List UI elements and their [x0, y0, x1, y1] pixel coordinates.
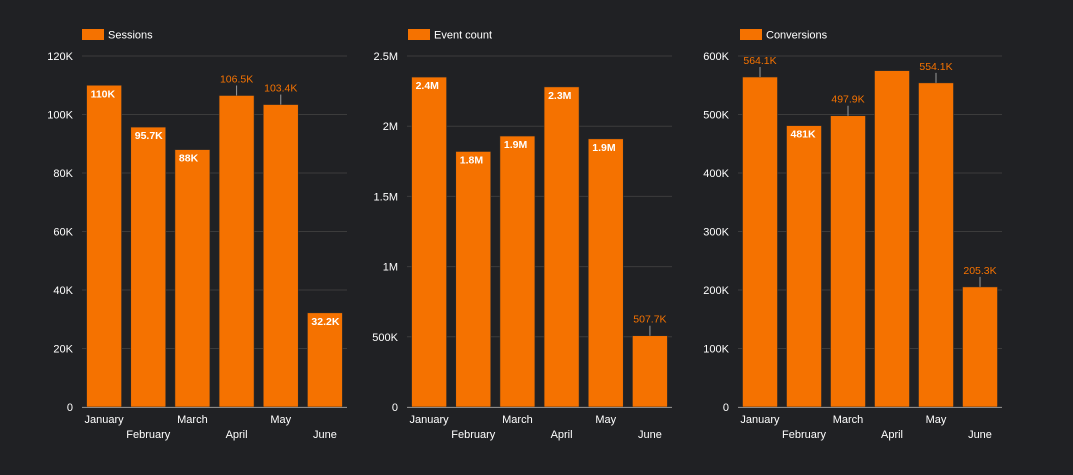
- legend-swatch: [408, 29, 430, 40]
- data-label: 32.2K: [311, 316, 339, 328]
- bar-may: [587, 138, 624, 408]
- data-label: 95.7K: [135, 130, 163, 142]
- y-tick-label: 0: [67, 402, 73, 414]
- y-tick-label: 0: [723, 402, 729, 414]
- y-tick-label: 200K: [703, 285, 729, 297]
- y-tick-label: 20K: [53, 344, 73, 356]
- bar-april: [874, 70, 910, 408]
- bar-april: [218, 95, 255, 408]
- x-tick-label: January: [410, 414, 450, 426]
- bar-march: [830, 115, 866, 408]
- y-tick-label: 500K: [703, 110, 729, 122]
- y-tick-label: 100K: [703, 344, 729, 356]
- x-tick-label: May: [595, 414, 616, 426]
- bar-january: [411, 76, 447, 408]
- chart-panel-1: Event count 0 500K 1M 1.5M 2M 2.5M 2.4M 1.8M 1.9M…: [372, 29, 672, 441]
- x-tick-label: April: [551, 429, 573, 441]
- x-tick-label: January: [85, 414, 125, 426]
- bar-february: [130, 126, 167, 408]
- bar-february: [786, 125, 822, 408]
- y-tick-label: 120K: [47, 51, 73, 63]
- x-tick-label: June: [313, 429, 337, 441]
- bar-june: [632, 335, 668, 408]
- y-tick-label: 2.5M: [374, 51, 398, 63]
- x-tick-label: April: [226, 429, 248, 441]
- y-tick-label: 100K: [47, 110, 73, 122]
- y-tick-label: 1.5M: [374, 191, 398, 203]
- y-tick-label: 400K: [703, 168, 729, 180]
- y-tick-label: 60K: [53, 227, 73, 239]
- x-tick-label: May: [926, 414, 947, 426]
- bar-february: [455, 151, 492, 408]
- data-label: 110K: [91, 88, 116, 100]
- chart-panel-0: Sessions 0 20K 40K 60K 80K 100K 120K 110K 95.7K 88…: [47, 29, 347, 441]
- x-tick-label: June: [638, 429, 662, 441]
- x-tick-label: June: [968, 429, 992, 441]
- x-tick-label: March: [833, 414, 864, 426]
- data-label: 205.3K: [963, 265, 996, 277]
- legend-label: Sessions: [108, 30, 153, 42]
- y-tick-label: 1M: [383, 262, 398, 274]
- y-tick-label: 600K: [703, 51, 729, 63]
- bar-march: [499, 135, 536, 408]
- y-tick-label: 40K: [53, 285, 73, 297]
- x-tick-label: April: [881, 429, 903, 441]
- data-label: 481K: [791, 129, 817, 141]
- bar-april: [543, 86, 580, 408]
- chart-panel-2: Conversions 0 100K 200K 300K 400K 500K 600K 564.…: [703, 29, 1002, 441]
- x-tick-label: March: [177, 414, 208, 426]
- x-tick-label: January: [740, 414, 780, 426]
- bar-march: [174, 149, 211, 408]
- x-tick-label: February: [451, 429, 496, 441]
- legend-swatch: [82, 29, 104, 40]
- data-label: 1.9M: [504, 139, 528, 151]
- y-tick-label: 0: [392, 402, 398, 414]
- y-tick-label: 2M: [383, 121, 398, 133]
- y-tick-label: 500K: [372, 332, 398, 344]
- x-tick-label: February: [126, 429, 171, 441]
- data-label: 564.1K: [743, 55, 776, 67]
- y-tick-label: 80K: [53, 168, 73, 180]
- bar-may: [918, 82, 954, 408]
- legend-label: Event count: [434, 30, 492, 42]
- data-label: 2.3M: [548, 90, 572, 102]
- x-tick-label: May: [270, 414, 291, 426]
- data-label: 497.9K: [831, 94, 864, 106]
- data-label: 2.4M: [416, 80, 440, 92]
- data-label: 88K: [179, 153, 199, 165]
- bar-may: [262, 104, 299, 408]
- bar-january: [742, 76, 778, 408]
- data-label: 106.5K: [220, 73, 253, 85]
- x-tick-label: February: [782, 429, 827, 441]
- data-label: 507.7K: [633, 314, 666, 326]
- y-tick-label: 300K: [703, 227, 729, 239]
- x-tick-label: March: [502, 414, 533, 426]
- bar-june: [962, 286, 998, 408]
- bar-january: [86, 84, 122, 408]
- data-label: 1.8M: [460, 154, 484, 166]
- data-label: 554.1K: [919, 61, 952, 73]
- legend-swatch: [740, 29, 762, 40]
- data-label: 1.9M: [592, 142, 616, 154]
- data-label: 103.4K: [264, 83, 297, 95]
- legend-label: Conversions: [766, 30, 828, 42]
